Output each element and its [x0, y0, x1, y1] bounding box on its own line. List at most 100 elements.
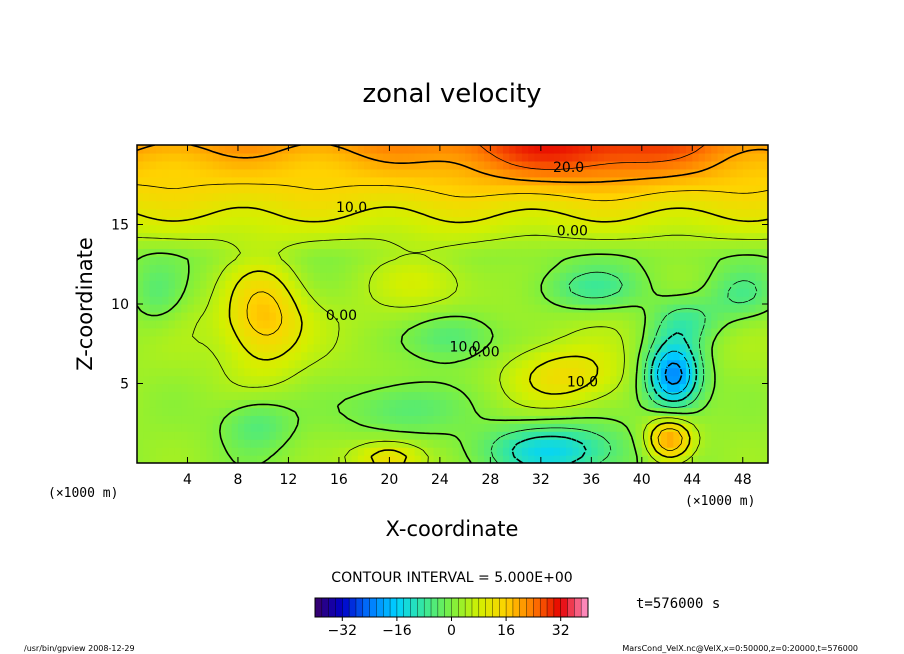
field-cell: [723, 184, 731, 194]
field-cell: [484, 216, 491, 226]
field-cell: [288, 145, 296, 154]
field-cell: [667, 248, 674, 257]
field-cell: [711, 359, 719, 369]
field-cell: [559, 399, 567, 408]
field-cell: [446, 192, 454, 202]
field-cell: [616, 256, 624, 265]
field-cell: [509, 304, 517, 313]
field-cell: [282, 224, 290, 234]
field-cell: [521, 145, 529, 154]
field-cell: [427, 288, 435, 297]
field-cell: [212, 248, 220, 257]
field-cell: [383, 304, 390, 313]
field-cell: [137, 208, 144, 218]
field-cell: [616, 335, 624, 345]
field-cell: [319, 447, 327, 456]
field-cell: [509, 240, 517, 249]
field-cell: [326, 351, 334, 361]
field-cell: [193, 399, 201, 408]
field-cell: [307, 399, 315, 408]
field-cell: [225, 160, 233, 170]
field-cell: [193, 455, 201, 463]
field-cell: [219, 399, 226, 408]
field-cell: [502, 224, 510, 234]
field-cell: [717, 160, 725, 170]
field-cell: [357, 192, 365, 202]
field-cell: [439, 383, 447, 393]
field-cell: [603, 248, 611, 257]
field-cell: [256, 423, 264, 432]
field-cell: [572, 192, 580, 202]
field-cell: [597, 423, 605, 432]
field-cell: [370, 192, 378, 202]
field-cell: [402, 256, 409, 265]
field-cell: [477, 256, 485, 265]
velocity-field: [137, 145, 768, 463]
field-cell: [540, 248, 548, 257]
field-cell: [496, 327, 504, 337]
field-cell: [193, 407, 201, 416]
field-cell: [654, 423, 662, 432]
contour-label: 20.0: [553, 160, 584, 176]
field-cell: [206, 407, 214, 416]
field-cell: [509, 288, 517, 297]
field-cell: [427, 264, 435, 273]
field-cell: [383, 447, 390, 456]
field-cell: [616, 343, 624, 353]
field-cell: [572, 399, 580, 408]
field-cell: [755, 431, 763, 440]
field-cell: [509, 351, 517, 361]
field-cell: [477, 351, 485, 361]
field-cell: [338, 264, 346, 273]
field-cell: [477, 184, 485, 194]
field-cell: [427, 327, 435, 337]
field-cell: [364, 407, 372, 416]
field-cell: [610, 232, 618, 241]
field-cell: [496, 319, 504, 329]
field-cell: [275, 176, 283, 186]
field-cell: [225, 391, 233, 400]
field-cell: [484, 280, 491, 289]
field-cell: [338, 335, 346, 345]
field-cell: [603, 367, 611, 377]
field-cell: [212, 391, 220, 400]
field-cell: [641, 407, 649, 416]
field-cell: [376, 216, 384, 226]
field-cell: [547, 248, 555, 257]
field-cell: [313, 184, 321, 194]
field-cell: [761, 391, 768, 400]
field-cell: [749, 288, 756, 297]
field-cell: [395, 383, 403, 393]
field-cell: [660, 184, 668, 194]
field-cell: [711, 343, 719, 353]
field-cell: [660, 216, 668, 226]
field-cell: [673, 431, 681, 440]
field-cell: [301, 145, 308, 154]
field-cell: [484, 208, 491, 218]
field-cell: [225, 319, 233, 329]
field-cell: [610, 311, 618, 321]
field-cell: [351, 200, 359, 210]
field-cell: [433, 455, 441, 463]
field-cell: [660, 415, 668, 424]
field-cell: [566, 216, 573, 226]
field-cell: [723, 455, 731, 463]
field-cell: [414, 200, 422, 210]
field-cell: [351, 375, 359, 385]
field-cell: [534, 335, 542, 345]
field-cell: [319, 200, 327, 210]
field-cell: [231, 335, 239, 345]
field-cell: [237, 423, 245, 432]
time-label: t=576000 s: [636, 596, 720, 612]
field-cell: [578, 431, 586, 440]
field-cell: [244, 335, 252, 345]
field-cell: [509, 168, 517, 178]
field-cell: [275, 367, 283, 377]
field-cell: [345, 192, 353, 202]
field-cell: [471, 455, 479, 463]
field-cell: [559, 351, 567, 361]
field-cell: [717, 351, 725, 361]
field-cell: [408, 168, 416, 178]
field-cell: [414, 383, 422, 393]
field-cell: [547, 367, 555, 377]
